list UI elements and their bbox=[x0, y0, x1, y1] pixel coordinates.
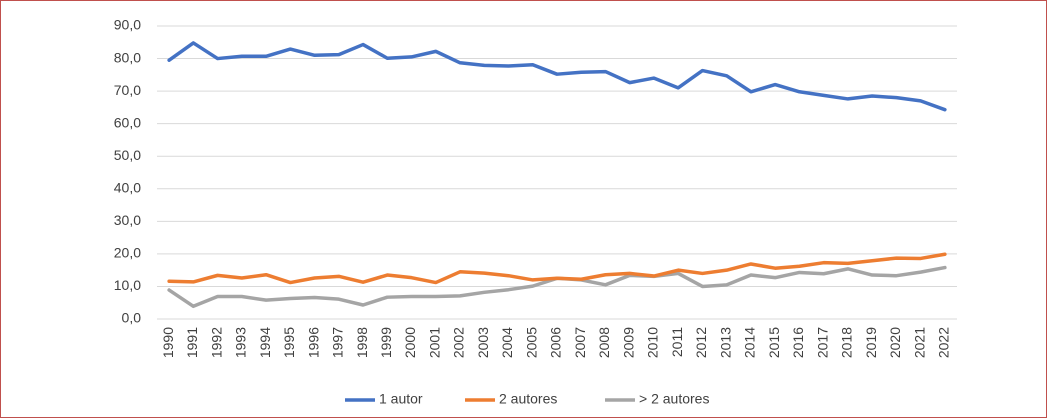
x-tick-label: 2011 bbox=[669, 327, 685, 357]
x-tick-label: 2008 bbox=[596, 327, 612, 358]
x-tick-label: 2012 bbox=[693, 327, 709, 358]
x-tick-label: 2019 bbox=[863, 327, 879, 358]
x-tick-label: 1997 bbox=[330, 327, 346, 358]
y-tick-label: 30,0 bbox=[114, 212, 141, 228]
x-tick-label: 1992 bbox=[208, 327, 224, 358]
y-tick-label: 10,0 bbox=[114, 277, 141, 293]
x-tick-label: 2022 bbox=[936, 327, 952, 358]
x-tick-label: 2010 bbox=[645, 327, 661, 358]
series-line bbox=[167, 252, 947, 285]
x-tick-label: 2006 bbox=[548, 327, 564, 358]
x-tick-label: 2003 bbox=[475, 327, 491, 358]
x-tick-label: 1993 bbox=[233, 327, 249, 358]
x-tick-label: 2017 bbox=[814, 327, 830, 358]
x-tick-label: 2020 bbox=[887, 327, 903, 358]
x-tick-label: 2015 bbox=[766, 327, 782, 358]
x-tick-label: 2002 bbox=[451, 327, 467, 358]
x-tick-label: 2009 bbox=[620, 327, 636, 358]
y-tick-label: 60,0 bbox=[114, 114, 141, 130]
x-tick-label: 2007 bbox=[572, 327, 588, 358]
x-tick-label: 2013 bbox=[717, 327, 733, 358]
y-tick-label: 50,0 bbox=[114, 147, 141, 163]
legend-label: 2 autores bbox=[499, 391, 557, 407]
y-tick-label: 0,0 bbox=[122, 310, 142, 326]
x-tick-label: 2021 bbox=[911, 327, 927, 358]
x-tick-label: 2005 bbox=[523, 327, 539, 358]
x-tick-label: 1999 bbox=[378, 327, 394, 358]
legend-label: > 2 autores bbox=[639, 391, 709, 407]
y-tick-label: 40,0 bbox=[114, 179, 141, 195]
x-tick-label: 1994 bbox=[257, 327, 273, 358]
y-tick-label: 70,0 bbox=[114, 82, 141, 98]
x-tick-label: 1995 bbox=[281, 327, 297, 358]
x-tick-label: 2016 bbox=[790, 327, 806, 358]
x-tick-label: 1996 bbox=[305, 327, 321, 358]
x-tick-label: 2014 bbox=[742, 327, 758, 358]
x-tick-label: 2018 bbox=[839, 327, 855, 358]
x-tick-label: 1998 bbox=[354, 327, 370, 358]
legend-label: 1 autor bbox=[379, 391, 423, 407]
series-line bbox=[167, 41, 947, 112]
y-tick-label: 90,0 bbox=[114, 17, 141, 33]
y-tick-label: 80,0 bbox=[114, 49, 141, 65]
x-tick-label: 1991 bbox=[184, 327, 200, 358]
x-tick-label: 2001 bbox=[426, 327, 442, 358]
x-tick-label: 1990 bbox=[160, 327, 176, 358]
x-tick-label: 2000 bbox=[402, 327, 418, 358]
y-tick-label: 20,0 bbox=[114, 245, 141, 261]
x-tick-label: 2004 bbox=[499, 327, 515, 358]
